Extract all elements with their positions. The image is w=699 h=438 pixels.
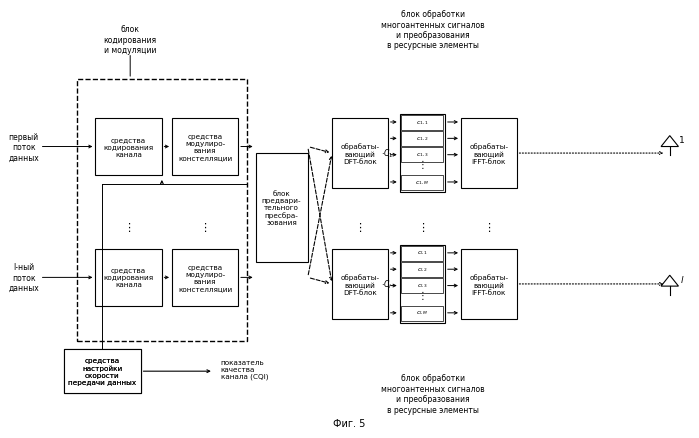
Text: ⋮: ⋮ — [354, 223, 366, 233]
FancyBboxPatch shape — [401, 116, 443, 131]
Text: блок
предвари-
тельного
пресбра-
зования: блок предвари- тельного пресбра- зования — [262, 191, 301, 226]
Text: $c_{1,1}$: $c_{1,1}$ — [416, 119, 428, 126]
FancyBboxPatch shape — [401, 306, 443, 321]
Text: ⋮: ⋮ — [199, 223, 210, 233]
Text: средства
кодирования
канала: средства кодирования канала — [103, 268, 154, 288]
Text: показатель
качества
канала (CQI): показатель качества канала (CQI) — [221, 359, 268, 379]
Text: ⋮: ⋮ — [417, 290, 427, 300]
Text: ⋮: ⋮ — [417, 159, 427, 170]
FancyBboxPatch shape — [401, 148, 443, 163]
FancyBboxPatch shape — [401, 279, 443, 293]
Text: $c_{1,3}$: $c_{1,3}$ — [416, 152, 428, 159]
Text: обрабаты-
вающий
IFFT-блок: обрабаты- вающий IFFT-блок — [469, 274, 508, 295]
Text: обрабаты-
вающий
IFFT-блок: обрабаты- вающий IFFT-блок — [469, 143, 508, 164]
FancyBboxPatch shape — [401, 246, 443, 261]
Text: средства
модулиро-
вания
констелляции: средства модулиро- вания констелляции — [178, 134, 232, 161]
Text: блок обработки
многоантенных сигналов
и преобразования
в ресурсные элементы: блок обработки многоантенных сигналов и … — [381, 10, 485, 50]
Text: $\cdot C_l$: $\cdot C_l$ — [382, 278, 393, 290]
Text: $c_{l,3}$: $c_{l,3}$ — [417, 283, 428, 290]
FancyBboxPatch shape — [256, 154, 308, 262]
Text: средства
настройки
скорости
передачи данных: средства настройки скорости передачи дан… — [69, 357, 136, 385]
FancyBboxPatch shape — [332, 250, 388, 319]
Text: $c_{1,2}$: $c_{1,2}$ — [416, 135, 428, 143]
FancyBboxPatch shape — [332, 119, 388, 188]
FancyBboxPatch shape — [401, 262, 443, 277]
FancyBboxPatch shape — [172, 250, 238, 306]
Text: ⋮: ⋮ — [123, 223, 134, 233]
Text: l: l — [681, 276, 684, 284]
FancyBboxPatch shape — [64, 350, 140, 393]
Text: $\cdot C_1$: $\cdot C_1$ — [381, 148, 394, 160]
Text: ⋮: ⋮ — [417, 223, 428, 233]
Text: средства
модулиро-
вания
констелляции: средства модулиро- вания констелляции — [178, 264, 232, 291]
Text: средства
настройки
скорости
передачи данных: средства настройки скорости передачи дан… — [69, 357, 136, 385]
Text: 1: 1 — [679, 136, 685, 145]
Text: первый
поток
данных: первый поток данных — [8, 132, 39, 162]
Text: l-ный
поток
данных: l-ный поток данных — [8, 263, 39, 293]
FancyBboxPatch shape — [64, 350, 140, 393]
Text: обрабаты-
вающий
DFT-блок: обрабаты- вающий DFT-блок — [340, 143, 380, 164]
FancyBboxPatch shape — [400, 245, 445, 323]
FancyBboxPatch shape — [400, 115, 445, 193]
FancyBboxPatch shape — [461, 250, 517, 319]
Text: обрабаты-
вающий
DFT-блок: обрабаты- вающий DFT-блок — [340, 274, 380, 295]
FancyBboxPatch shape — [401, 175, 443, 190]
FancyBboxPatch shape — [172, 119, 238, 176]
FancyBboxPatch shape — [95, 119, 161, 176]
FancyBboxPatch shape — [401, 132, 443, 147]
Text: $c_{1,M}$: $c_{1,M}$ — [415, 179, 429, 186]
Text: $c_{l,2}$: $c_{l,2}$ — [417, 266, 428, 273]
FancyBboxPatch shape — [95, 250, 161, 306]
Text: $c_{l,1}$: $c_{l,1}$ — [417, 250, 428, 257]
Text: $c_{l,M}$: $c_{l,M}$ — [416, 310, 428, 317]
Text: ⋮: ⋮ — [483, 223, 494, 233]
Text: средства
кодирования
канала: средства кодирования канала — [103, 137, 154, 157]
Text: блок обработки
многоантенных сигналов
и преобразования
в ресурсные элементы: блок обработки многоантенных сигналов и … — [381, 374, 485, 413]
FancyBboxPatch shape — [461, 119, 517, 188]
Text: Фиг. 5: Фиг. 5 — [333, 418, 366, 428]
Text: блок
кодирования
и модуляции: блок кодирования и модуляции — [103, 25, 157, 55]
